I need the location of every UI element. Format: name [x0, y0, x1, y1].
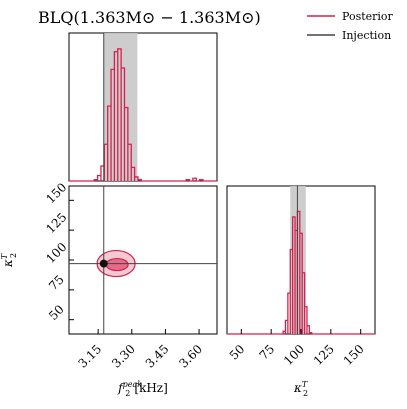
joint-x-axis-label: fpeak 2 [kHz] — [117, 380, 168, 398]
joint-y-tick-label: 50 — [46, 302, 67, 323]
joint-y-axis-label: κT2 — [0, 253, 18, 268]
joint-y-tick-label: 125 — [43, 210, 69, 236]
joint-y-tick-label: 100 — [43, 240, 69, 266]
marginal-kappa2T-x-axis-label: κT 2 — [293, 380, 308, 398]
injection-point — [99, 259, 108, 268]
joint-x-tick-label: 3.60 — [176, 342, 205, 371]
contour-inner — [105, 257, 129, 272]
right-x-tick-label: 75 — [257, 342, 278, 363]
chart-title: BLQ(1.363M⊙ − 1.363M⊙) — [38, 8, 261, 27]
posterior-histogram — [69, 48, 217, 182]
joint-x-tick-label: 3.30 — [109, 342, 138, 371]
marginal-f2peak-plot — [69, 33, 217, 182]
legend-injection-label: Injection — [342, 29, 391, 42]
legend-posterior-label: Posterior — [342, 10, 394, 23]
marginal-kappa2T-x-ticks: 50 75 100 125 150 — [227, 329, 367, 368]
right-x-tick-label: 50 — [227, 342, 248, 363]
joint-x-tick-label: 3.15 — [75, 342, 104, 371]
joint-y-tick-label: 150 — [43, 180, 69, 206]
panel-marginal-f2peak — [68, 32, 218, 182]
joint-frame — [68, 185, 218, 335]
marginal-kappa2T-plot — [227, 186, 375, 335]
joint-x-tick-label: 3.45 — [143, 342, 172, 371]
joint-x-ticks: 3.15 3.30 3.45 3.60 — [75, 329, 205, 371]
right-x-tick-label: 150 — [341, 342, 367, 368]
panel-marginal-kappa2T: 50 75 100 125 150 κT 2 — [226, 185, 376, 398]
legend: Posterior Injection — [307, 10, 394, 42]
right-x-tick-label: 125 — [311, 342, 337, 368]
joint-plot — [69, 186, 217, 334]
panel-joint: 3.15 3.30 3.45 3.60 50 75 100 125 150 fpeak 2 [kH… — [0, 180, 218, 398]
right-x-tick-label: 100 — [281, 342, 307, 368]
marginal-f2peak-frame — [68, 32, 218, 182]
joint-y-tick-label: 75 — [46, 272, 67, 293]
